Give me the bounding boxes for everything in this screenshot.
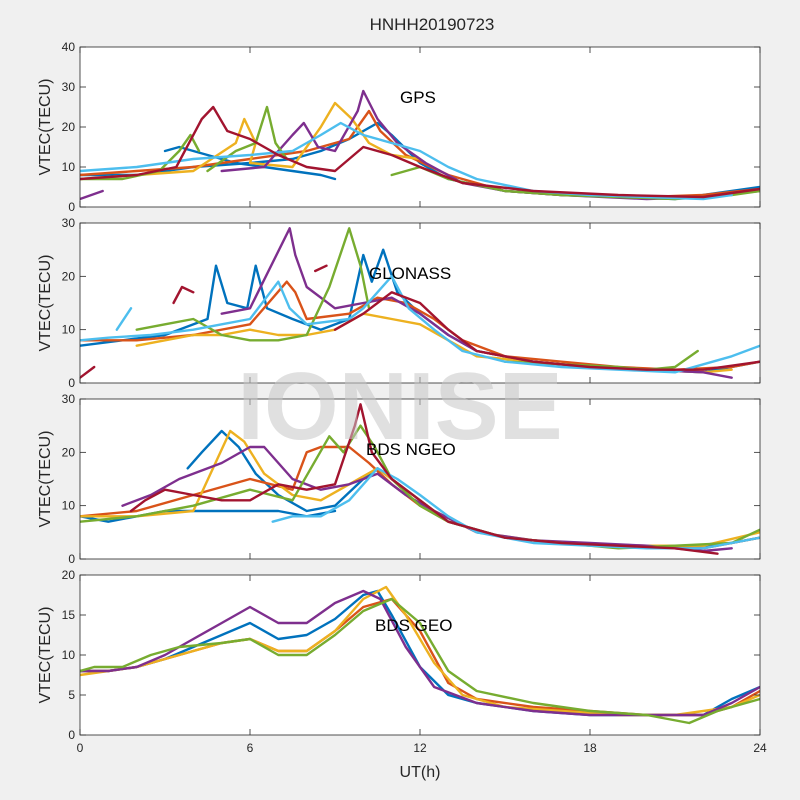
- series-line: [271, 467, 760, 550]
- plot-area: [80, 399, 760, 559]
- series-line: [129, 403, 719, 555]
- series-group: [80, 403, 760, 555]
- series-line: [172, 285, 195, 305]
- y-tick-label: 20: [62, 269, 76, 283]
- x-tick-label: 12: [413, 741, 427, 755]
- series-line: [314, 264, 328, 273]
- panel-label: BDS GEO: [375, 616, 452, 635]
- panel-4: 0 6 12 18 24 0 5 10 15 20 VTEC(TECU) BDS GEO UT(h): [37, 568, 767, 781]
- y-tick-label: 0: [68, 200, 75, 214]
- series-group: [80, 585, 760, 725]
- series-line: [80, 275, 760, 374]
- plot-area: [80, 575, 760, 735]
- y-tick-label: 30: [62, 216, 76, 230]
- series-line: [80, 585, 760, 717]
- figure-title: HNHH20190723: [370, 15, 495, 34]
- y-tick-label: 15: [62, 608, 76, 622]
- y-tick-label: 5: [68, 688, 75, 702]
- panel-label: GPS: [400, 88, 436, 107]
- y-axis-label: VTEC(TECU): [37, 431, 54, 528]
- x-tick-label: 0: [77, 741, 84, 755]
- series-line: [163, 145, 337, 181]
- series-line: [80, 189, 104, 201]
- y-axis-label: VTEC(TECU): [37, 255, 54, 352]
- y-tick-label: 0: [68, 552, 75, 566]
- series-line: [80, 365, 96, 379]
- y-tick-label: 20: [62, 568, 76, 582]
- y-tick-label: 30: [62, 392, 76, 406]
- x-tick-label: 18: [583, 741, 597, 755]
- series-line: [80, 105, 760, 199]
- x-tick-label: 24: [753, 741, 767, 755]
- x-tick-label: 6: [247, 741, 254, 755]
- y-axis-label: VTEC(TECU): [37, 79, 54, 176]
- y-tick-label: 10: [62, 648, 76, 662]
- x-axis-label: UT(h): [400, 764, 441, 781]
- y-tick-label: 30: [62, 80, 76, 94]
- series-line: [333, 291, 760, 371]
- panel-label: GLONASS: [369, 264, 451, 283]
- series-line: [80, 589, 760, 717]
- y-tick-label: 10: [62, 160, 76, 174]
- series-line: [80, 101, 422, 181]
- series-group: [80, 89, 760, 201]
- series-line: [80, 597, 760, 725]
- y-tick-label: 20: [62, 445, 76, 459]
- y-tick-label: 0: [68, 728, 75, 742]
- panel-3: 0 10 20 30 VTEC(TECU) BDS NGEO: [37, 392, 761, 566]
- y-tick-label: 40: [62, 40, 76, 54]
- y-tick-label: 20: [62, 120, 76, 134]
- panel-2: 0 10 20 30 VTEC(TECU) GLONASS: [37, 216, 761, 390]
- panel-label: BDS NGEO: [366, 440, 456, 459]
- y-tick-label: 10: [62, 499, 76, 513]
- y-tick-label: 0: [68, 376, 75, 390]
- series-group: [80, 227, 760, 379]
- y-tick-label: 10: [62, 323, 76, 337]
- series-line: [206, 105, 288, 173]
- series-line: [115, 307, 133, 331]
- plot-area: [80, 47, 760, 207]
- series-line: [135, 227, 371, 342]
- y-axis-label: VTEC(TECU): [37, 607, 54, 704]
- panel-1: 0 10 20 30 40 VTEC(TECU) GPS: [37, 40, 761, 214]
- series-line: [121, 445, 733, 553]
- series-line: [80, 509, 337, 523]
